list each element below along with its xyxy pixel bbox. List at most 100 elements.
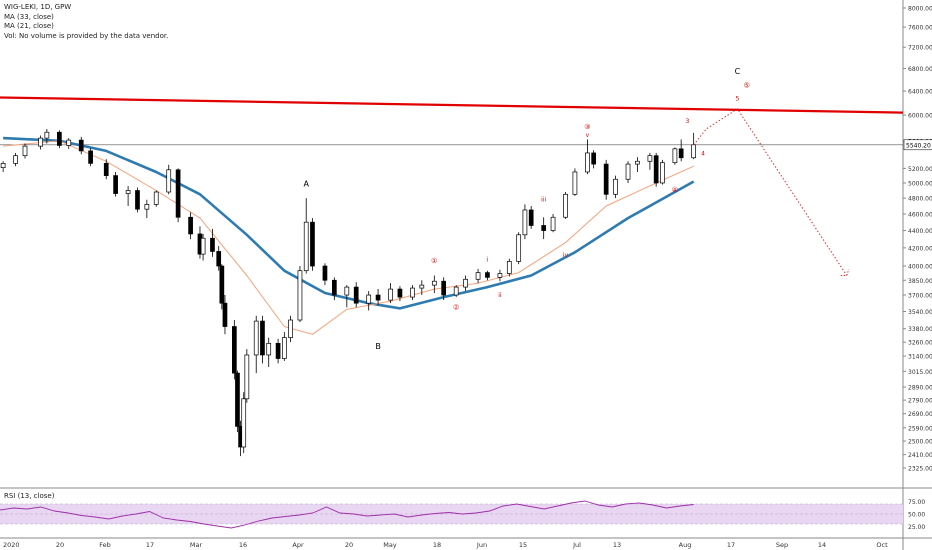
candle	[475, 268, 481, 284]
candle-body	[453, 286, 459, 296]
candle	[13, 152, 18, 167]
candle-body	[410, 287, 415, 298]
rsi-tick-label: 25.00	[908, 524, 925, 531]
candle	[188, 212, 193, 240]
time-label-4: Mar	[190, 541, 203, 549]
candle-body	[635, 160, 640, 165]
candle	[303, 198, 309, 274]
candle-body	[38, 137, 43, 147]
candle	[660, 159, 665, 185]
candle	[38, 135, 43, 150]
wave-label-c2: ②	[453, 303, 459, 311]
candle	[485, 270, 490, 281]
candle-body	[691, 144, 697, 159]
candle	[166, 164, 172, 195]
price-tick-label: 4800.00	[908, 196, 932, 203]
rsi-line	[0, 500, 694, 529]
candle-body	[219, 265, 225, 304]
symbol-title[interactable]: WIG-LEKI, 1D, GPW	[4, 3, 72, 11]
candle	[522, 204, 528, 240]
candle	[266, 337, 272, 367]
candle-body	[522, 209, 528, 236]
price-tick-label: 5200.00	[908, 166, 932, 173]
wave-label-c1: ①	[431, 257, 437, 265]
candle-body	[322, 265, 328, 281]
candle-body	[13, 155, 18, 164]
candle-body	[241, 398, 247, 448]
time-label-9: 18	[433, 541, 441, 549]
candle	[88, 148, 93, 167]
candle-body	[585, 152, 590, 173]
candlestick-series[interactable]	[0, 128, 697, 457]
candle-body	[210, 237, 215, 252]
ma21-legend[interactable]: MA (21, close)	[4, 22, 54, 30]
candle	[366, 291, 372, 311]
candle-body	[603, 163, 609, 195]
candle	[678, 139, 684, 162]
wave-label-iv: iv	[563, 252, 569, 259]
candle-body	[431, 280, 437, 286]
candle	[388, 283, 393, 304]
candle	[125, 185, 131, 206]
time-label-16: Sep	[776, 541, 788, 549]
wave-label-B: B	[375, 342, 381, 351]
price-tick-label: 5000.00	[908, 180, 932, 187]
candle	[135, 187, 140, 213]
candle	[344, 285, 350, 308]
price-tick-label: 4600.00	[908, 211, 932, 218]
candle-body	[475, 272, 481, 280]
candle	[322, 263, 328, 286]
candle-body	[244, 354, 250, 400]
candle	[506, 258, 512, 277]
wave-label-ii: ii	[498, 292, 502, 299]
candle	[216, 246, 222, 271]
candle-body	[222, 302, 228, 327]
time-label-17: 14	[818, 541, 826, 549]
time-label-14: Aug	[679, 541, 692, 549]
candle	[22, 143, 28, 159]
candle-body	[497, 273, 503, 278]
candle-body	[678, 148, 684, 159]
candle-body	[463, 278, 468, 288]
rsi-legend[interactable]: RSI (13, close)	[4, 492, 55, 500]
rsi-panel[interactable]	[0, 500, 903, 529]
candle	[0, 161, 6, 172]
candle-body	[166, 169, 172, 193]
candle	[153, 190, 159, 207]
candle-body	[419, 284, 425, 289]
price-tick-label: 6800.00	[908, 66, 932, 73]
candle-body	[260, 320, 265, 356]
price-tick-label: 2890.00	[908, 385, 932, 392]
candle	[497, 269, 503, 282]
candle-body	[22, 145, 28, 157]
candle	[516, 232, 522, 265]
candle	[222, 295, 228, 335]
wave-label-n4: 4	[701, 151, 705, 158]
candle	[397, 286, 403, 302]
time-axis[interactable]: 2020 20 Feb 17 Mar 16 Apr 20 May 18 Jun 15 Jul 13 Aug 1…	[3, 541, 888, 549]
time-label-2: Feb	[99, 541, 111, 549]
chart-legend: WIG-LEKI, 1D, GPW MA (33, close) MA (21,…	[4, 3, 168, 41]
price-axis[interactable]: 8000.00 7600.00 7200.00 6800.00 6400.00 6000.…	[903, 6, 932, 532]
candle	[235, 370, 240, 433]
candle-body	[200, 237, 206, 255]
candle	[44, 128, 50, 144]
ma33-legend[interactable]: MA (33, close)	[4, 12, 54, 21]
candle	[431, 275, 437, 294]
candle	[297, 266, 303, 323]
price-tick-label: 2410.00	[908, 452, 932, 459]
candle	[331, 277, 337, 301]
wave-label-i: i	[487, 256, 489, 263]
candle-body	[153, 191, 159, 205]
candle	[113, 171, 118, 197]
candle	[441, 277, 447, 301]
candle-body	[88, 150, 93, 164]
candle	[550, 213, 556, 233]
candle	[57, 130, 62, 149]
candle-body	[125, 190, 131, 194]
time-label-12: Jul	[572, 541, 581, 549]
ma21-path	[3, 140, 694, 335]
candle-body	[653, 155, 659, 184]
candle	[691, 132, 697, 160]
